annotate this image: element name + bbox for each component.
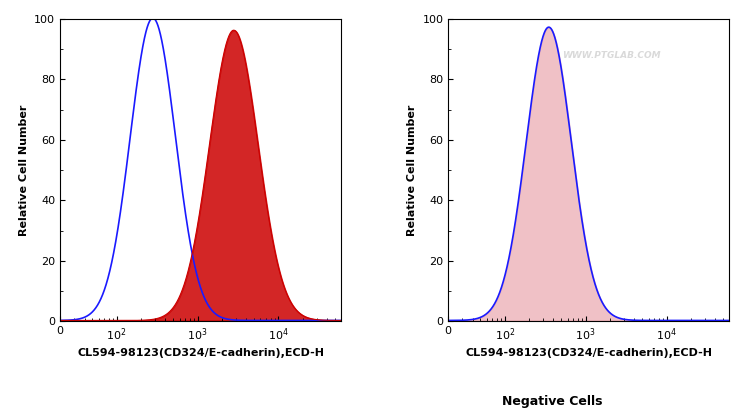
X-axis label: CL594-98123(CD324/E-cadherin),ECD-H: CL594-98123(CD324/E-cadherin),ECD-H xyxy=(77,349,324,358)
Text: Negative Cells: Negative Cells xyxy=(502,395,603,408)
Y-axis label: Relative Cell Number: Relative Cell Number xyxy=(19,105,29,236)
Y-axis label: Relative Cell Number: Relative Cell Number xyxy=(407,105,417,236)
X-axis label: CL594-98123(CD324/E-cadherin),ECD-H: CL594-98123(CD324/E-cadherin),ECD-H xyxy=(465,349,712,358)
Text: WWW.PTGLAB.COM: WWW.PTGLAB.COM xyxy=(562,51,661,60)
